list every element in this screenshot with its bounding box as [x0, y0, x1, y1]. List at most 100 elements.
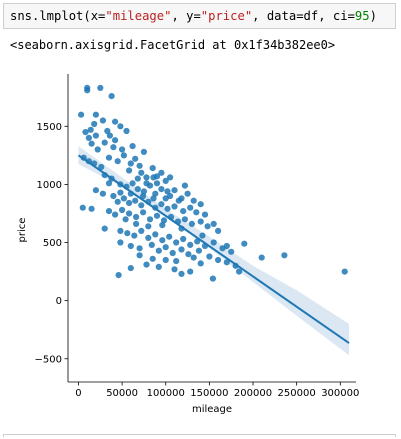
- regression-line: [77, 154, 350, 344]
- y-tick-label: −500: [35, 354, 62, 365]
- data-point: [159, 222, 166, 229]
- data-point: [97, 84, 104, 91]
- data-point: [150, 174, 157, 181]
- data-point: [108, 93, 115, 100]
- data-point: [136, 245, 143, 252]
- data-point: [117, 189, 124, 196]
- data-point: [138, 202, 145, 209]
- y-tick-label: 1500: [37, 122, 62, 133]
- data-point: [127, 242, 134, 250]
- data-point: [138, 169, 145, 176]
- data-point: [188, 220, 195, 227]
- x-axis-label: mileage: [192, 404, 232, 415]
- data-point: [105, 208, 113, 215]
- data-point: [114, 158, 121, 165]
- x-tick-label: 300000: [321, 388, 359, 399]
- data-point: [101, 139, 108, 146]
- code-cell[interactable]: sns.lmplot(x= "mileage", y= "price", data=…: [3, 3, 396, 29]
- data-point: [79, 204, 86, 211]
- data-point: [145, 234, 152, 241]
- data-point: [120, 152, 127, 159]
- data-point: [166, 233, 173, 240]
- data-point: [155, 247, 162, 254]
- data-point: [171, 203, 178, 210]
- data-point: [195, 247, 202, 254]
- data-point: [117, 227, 124, 234]
- data-point: [187, 241, 194, 248]
- code-token: , data=df, ci=: [252, 9, 355, 23]
- data-point: [162, 195, 169, 202]
- data-point: [110, 192, 117, 200]
- data-point: [123, 127, 130, 135]
- data-point: [140, 188, 147, 195]
- data-point: [117, 239, 124, 246]
- data-point: [190, 197, 197, 204]
- axes-layer: [67, 74, 356, 383]
- data-point: [181, 182, 188, 189]
- data-point: [228, 248, 235, 255]
- data-point: [105, 180, 113, 187]
- data-point: [127, 160, 134, 167]
- data-point: [94, 146, 101, 153]
- y-axis-label: price: [17, 218, 28, 243]
- data-point: [126, 210, 133, 217]
- regression-layer: [77, 154, 350, 344]
- data-point: [129, 180, 136, 187]
- data-point: [341, 268, 348, 275]
- data-point: [131, 232, 138, 239]
- data-point: [180, 208, 187, 215]
- data-point: [162, 244, 169, 251]
- data-point: [241, 240, 248, 247]
- data-point: [117, 123, 124, 130]
- data-point: [98, 163, 105, 171]
- data-point: [134, 186, 141, 193]
- data-point: [199, 232, 206, 239]
- data-point: [112, 118, 119, 125]
- data-point: [159, 237, 166, 244]
- data-point: [190, 254, 197, 261]
- data-point: [187, 204, 194, 211]
- data-point: [136, 162, 143, 169]
- data-point: [126, 199, 133, 207]
- data-point: [82, 129, 89, 136]
- data-point: [149, 255, 156, 262]
- data-point: [140, 192, 147, 200]
- data-point: [148, 241, 155, 248]
- x-tick-label: 250000: [278, 388, 316, 399]
- code-token: "price": [200, 9, 253, 23]
- data-point: [223, 242, 230, 250]
- data-point: [160, 217, 168, 224]
- code-token: "mileage": [105, 9, 172, 23]
- data-point: [197, 218, 204, 225]
- data-point: [143, 261, 150, 268]
- data-point: [133, 220, 140, 227]
- data-point: [153, 212, 161, 219]
- x-tick-label: 150000: [190, 388, 228, 399]
- data-point: [187, 268, 194, 275]
- data-point: [132, 197, 139, 204]
- data-point: [236, 268, 243, 275]
- data-point: [92, 111, 99, 118]
- data-point: [169, 249, 176, 257]
- data-point: [185, 251, 192, 258]
- data-point: [132, 155, 139, 162]
- data-point: [158, 201, 165, 208]
- data-point: [167, 174, 174, 181]
- data-point: [281, 252, 288, 259]
- x-tick-label: 100000: [147, 388, 185, 399]
- data-point: [124, 230, 131, 237]
- code-token: , y=: [171, 9, 201, 23]
- data-point: [112, 137, 119, 144]
- data-point: [140, 209, 147, 216]
- data-point: [99, 117, 106, 124]
- data-point: [138, 227, 145, 234]
- ticks-layer: 0 50000 100000 150000 200000 250000 300000 −500…: [35, 122, 360, 399]
- data-point: [84, 87, 91, 94]
- data-point: [129, 143, 136, 150]
- data-point: [158, 169, 165, 176]
- data-point: [122, 216, 129, 223]
- data-point: [155, 263, 162, 270]
- data-point: [184, 190, 191, 197]
- data-point: [145, 223, 152, 230]
- data-point: [197, 201, 204, 208]
